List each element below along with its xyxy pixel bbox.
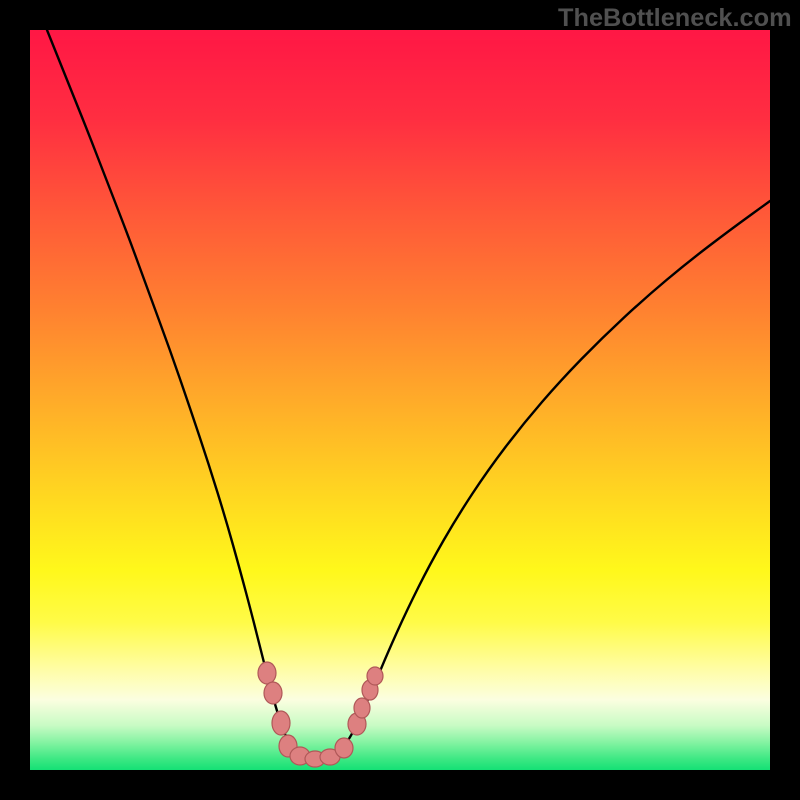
bottleneck-curve-chart — [0, 0, 800, 800]
curve-marker — [354, 698, 370, 718]
curve-marker — [367, 667, 383, 685]
curve-marker — [264, 682, 282, 704]
curve-marker — [335, 738, 353, 758]
curve-marker — [272, 711, 290, 735]
watermark-text: TheBottleneck.com — [558, 4, 792, 33]
curve-marker — [258, 662, 276, 684]
gradient-fill — [30, 30, 770, 770]
